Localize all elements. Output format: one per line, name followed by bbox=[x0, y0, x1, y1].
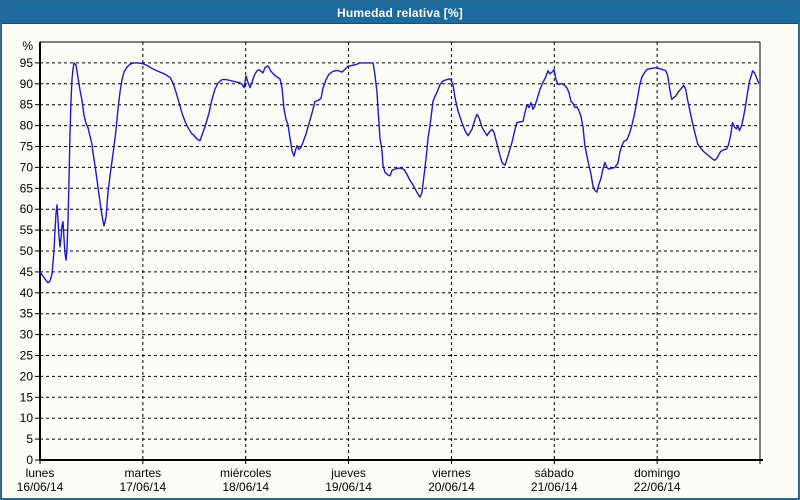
y-tick-label: 30 bbox=[20, 328, 34, 342]
date-label: 17/06/14 bbox=[119, 480, 166, 494]
title-bar: Humedad relativa [%] bbox=[2, 2, 798, 24]
date-label: 22/06/14 bbox=[634, 480, 681, 494]
date-label: 21/06/14 bbox=[531, 480, 578, 494]
date-label: 18/06/14 bbox=[222, 480, 269, 494]
y-axis-unit-label: % bbox=[22, 39, 33, 53]
day-label: martes bbox=[125, 466, 162, 480]
y-tick-label: 0 bbox=[26, 453, 33, 467]
y-tick-label: 45 bbox=[20, 265, 34, 279]
chart-title: Humedad relativa [%] bbox=[336, 5, 464, 20]
y-tick-label: 15 bbox=[20, 390, 34, 404]
chart-area: 0 5 10 15 20 25 30 35 40 45 50 55 60 65 70 75 80 85 90 95% l… bbox=[2, 24, 798, 498]
humidity-series-line bbox=[39, 62, 760, 284]
y-tick-label: 65 bbox=[20, 181, 34, 195]
day-label: lunes bbox=[26, 466, 55, 480]
y-tick-label: 85 bbox=[20, 98, 34, 112]
day-label: miércoles bbox=[220, 466, 271, 480]
date-label: 19/06/14 bbox=[325, 480, 372, 494]
y-tick-label: 25 bbox=[20, 349, 34, 363]
y-tick-label: 5 bbox=[26, 432, 33, 446]
date-label: 16/06/14 bbox=[17, 480, 64, 494]
y-tick-label: 80 bbox=[20, 119, 34, 133]
day-label: jueves bbox=[330, 466, 366, 480]
day-label: domingo bbox=[634, 466, 680, 480]
y-tick-label: 35 bbox=[20, 307, 34, 321]
humidity-line-chart: 0 5 10 15 20 25 30 35 40 45 50 55 60 65 70 75 80 85 90 95% l… bbox=[17, 39, 763, 494]
y-tick-label: 20 bbox=[20, 369, 34, 383]
y-tick-label: 10 bbox=[20, 411, 34, 425]
y-tick-label: 90 bbox=[20, 77, 34, 91]
y-tick-label: 70 bbox=[20, 160, 34, 174]
y-tick-label: 75 bbox=[20, 140, 34, 154]
y-tick-label: 40 bbox=[20, 286, 34, 300]
y-tick-label: 95 bbox=[20, 56, 34, 70]
date-label: 20/06/14 bbox=[428, 480, 475, 494]
day-label: viernes bbox=[432, 466, 471, 480]
y-tick-label: 55 bbox=[20, 223, 34, 237]
y-tick-label: 50 bbox=[20, 244, 34, 258]
y-tick-label: 60 bbox=[20, 202, 34, 216]
day-label: sábado bbox=[535, 466, 575, 480]
